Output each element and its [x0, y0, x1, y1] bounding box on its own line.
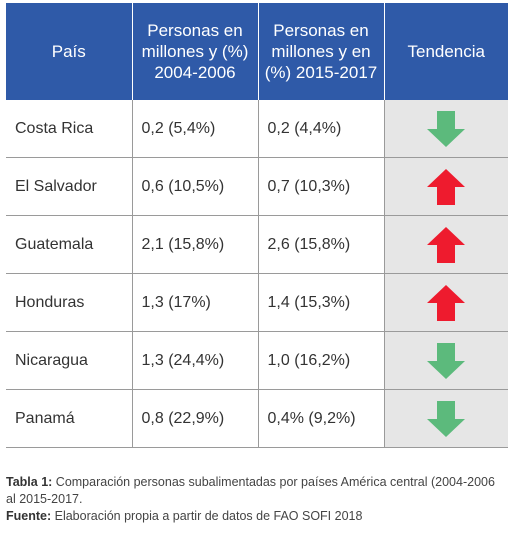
- table-row: Guatemala 2,1 (15,8%) 2,6 (15,8%): [6, 215, 508, 274]
- cell-trend: [383, 215, 508, 274]
- header-country: País: [6, 3, 132, 100]
- caption-label: Tabla 1:: [6, 475, 53, 489]
- cell-country: Panamá: [6, 389, 132, 448]
- cell-2004-2006: 2,1 (15,8%): [131, 215, 258, 274]
- table-caption: Tabla 1: Comparación personas subaliment…: [6, 474, 508, 525]
- cell-2004-2006: 0,8 (22,9%): [131, 389, 258, 448]
- source-label: Fuente:: [6, 509, 52, 523]
- comparison-table: País Personas en millones y (%) 2004-200…: [6, 3, 508, 448]
- arrow-up-icon: [427, 284, 466, 321]
- cell-country: Honduras: [6, 273, 132, 332]
- table-header-row: País Personas en millones y (%) 2004-200…: [6, 3, 508, 100]
- cell-trend: [383, 273, 508, 332]
- cell-country: El Salvador: [6, 157, 132, 216]
- cell-trend: [383, 389, 508, 448]
- caption-text: Comparación personas subalimentadas por …: [6, 475, 495, 506]
- source-text: Elaboración propia a partir de datos de …: [51, 509, 363, 523]
- cell-2015-2017: 0,7 (10,3%): [257, 157, 384, 216]
- header-2004-2006: Personas en millones y (%) 2004-2006: [131, 3, 258, 100]
- caption-line: Tabla 1: Comparación personas subaliment…: [6, 474, 508, 508]
- cell-trend: [383, 157, 508, 216]
- cell-country: Costa Rica: [6, 100, 132, 158]
- arrow-down-icon: [427, 110, 466, 147]
- cell-2015-2017: 1,0 (16,2%): [257, 331, 384, 390]
- arrow-up-icon: [427, 168, 466, 205]
- table-row: Nicaragua 1,3 (24,4%) 1,0 (16,2%): [6, 331, 508, 390]
- cell-2015-2017: 0,2 (4,4%): [257, 100, 384, 158]
- source-line: Fuente: Elaboración propia a partir de d…: [6, 508, 508, 525]
- table-row: Costa Rica 0,2 (5,4%) 0,2 (4,4%): [6, 100, 508, 158]
- cell-2015-2017: 0,4% (9,2%): [257, 389, 384, 448]
- table-row: El Salvador 0,6 (10,5%) 0,7 (10,3%): [6, 157, 508, 216]
- arrow-down-icon: [427, 342, 466, 379]
- table-row: Honduras 1,3 (17%) 1,4 (15,3%): [6, 273, 508, 332]
- cell-2004-2006: 0,2 (5,4%): [131, 100, 258, 158]
- cell-2015-2017: 1,4 (15,3%): [257, 273, 384, 332]
- cell-2004-2006: 1,3 (24,4%): [131, 331, 258, 390]
- table-body: Costa Rica 0,2 (5,4%) 0,2 (4,4%) El Salvado…: [6, 100, 508, 448]
- arrow-up-icon: [427, 226, 466, 263]
- cell-2004-2006: 1,3 (17%): [131, 273, 258, 332]
- cell-trend: [383, 331, 508, 390]
- arrow-down-icon: [427, 400, 466, 437]
- header-trend: Tendencia: [383, 3, 508, 100]
- cell-2004-2006: 0,6 (10,5%): [131, 157, 258, 216]
- cell-country: Nicaragua: [6, 331, 132, 390]
- header-2015-2017: Personas en millones y en (%) 2015-2017: [257, 3, 384, 100]
- comparison-table-container: País Personas en millones y (%) 2004-200…: [6, 3, 508, 448]
- cell-country: Guatemala: [6, 215, 132, 274]
- cell-2015-2017: 2,6 (15,8%): [257, 215, 384, 274]
- cell-trend: [383, 100, 508, 158]
- table-row: Panamá 0,8 (22,9%) 0,4% (9,2%): [6, 389, 508, 448]
